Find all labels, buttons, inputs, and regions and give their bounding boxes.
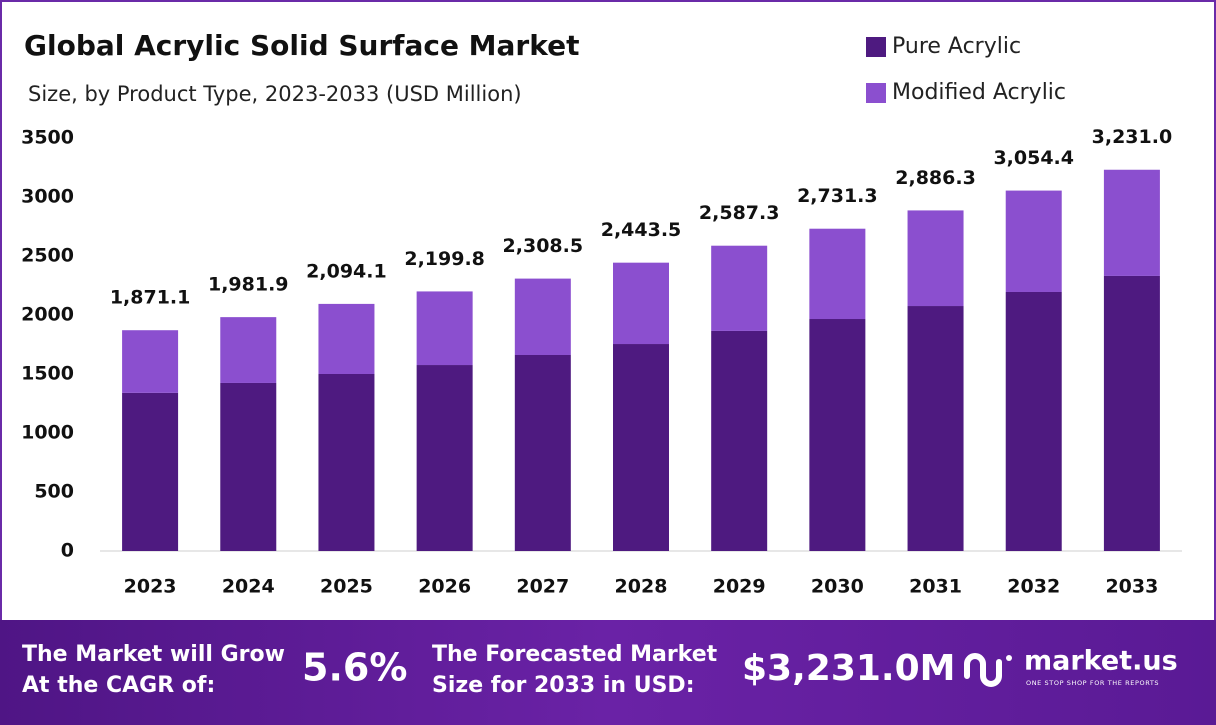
total-label: 2,199.8 xyxy=(404,248,485,270)
footer-band xyxy=(0,620,1216,725)
bar-segment xyxy=(122,330,179,393)
bar-segment xyxy=(514,278,571,356)
x-tick-label: 2027 xyxy=(516,576,569,598)
y-tick-label: 3500 xyxy=(21,127,74,149)
x-tick-label: 2024 xyxy=(222,576,275,598)
chart-title: Global Acrylic Solid Surface Market xyxy=(24,29,580,62)
x-tick-label: 2028 xyxy=(615,576,668,598)
legend-swatch xyxy=(866,37,886,57)
x-tick-label: 2023 xyxy=(124,576,177,598)
bar-segment xyxy=(1103,169,1160,276)
forecast-text: Size for 2033 in USD: xyxy=(432,673,695,698)
total-label: 2,587.3 xyxy=(699,202,780,224)
legend-label: Modified Acrylic xyxy=(892,80,1066,105)
legend-label: Pure Acrylic xyxy=(892,34,1021,59)
total-label: 2,443.5 xyxy=(601,219,682,241)
x-tick-label: 2029 xyxy=(713,576,766,598)
y-tick-label: 1500 xyxy=(21,363,74,385)
total-label: 2,731.3 xyxy=(797,185,878,207)
chart-subtitle: Size, by Product Type, 2023-2033 (USD Mi… xyxy=(28,82,522,106)
brand-name: market.us xyxy=(1024,646,1178,677)
x-tick-label: 2031 xyxy=(909,576,962,598)
total-label: 1,871.1 xyxy=(110,287,191,309)
y-tick-label: 2000 xyxy=(21,304,74,326)
bar-segment xyxy=(220,317,277,383)
total-label: 2,308.5 xyxy=(503,235,584,257)
bar-segment xyxy=(318,303,375,374)
bar-segment xyxy=(613,262,669,345)
forecast-value: $3,231.0M xyxy=(742,648,955,689)
bar-segment xyxy=(416,365,473,551)
legend-swatch xyxy=(866,83,886,103)
total-label: 3,054.4 xyxy=(993,147,1074,169)
forecast-text: The Forecasted Market xyxy=(432,642,718,667)
cagr-text: At the CAGR of: xyxy=(22,673,215,698)
bar-segment xyxy=(613,344,669,551)
bar-segment xyxy=(122,392,179,551)
bar-segment xyxy=(1005,190,1062,292)
y-tick-label: 2500 xyxy=(21,245,74,267)
total-label: 2,886.3 xyxy=(895,167,976,189)
bar-segment xyxy=(1005,291,1062,551)
bar-segment xyxy=(1103,275,1160,551)
x-tick-label: 2026 xyxy=(418,576,471,598)
total-label: 3,231.0 xyxy=(1092,126,1173,148)
brand-logo xyxy=(964,653,1012,687)
bar-segment xyxy=(416,291,473,366)
x-tick-label: 2025 xyxy=(320,576,373,598)
x-tick-label: 2030 xyxy=(811,576,864,598)
bar-segment xyxy=(907,210,964,307)
y-tick-label: 0 xyxy=(61,540,74,562)
y-tick-label: 500 xyxy=(34,481,74,503)
brand-tagline: ONE STOP SHOP FOR THE REPORTS xyxy=(1026,679,1159,687)
x-tick-label: 2033 xyxy=(1105,576,1158,598)
total-label: 1,981.9 xyxy=(208,274,289,296)
cagr-value: 5.6% xyxy=(302,646,407,690)
bar-segment xyxy=(711,245,768,331)
x-tick-label: 2032 xyxy=(1007,576,1060,598)
bar-segment xyxy=(514,355,571,551)
bar-segment xyxy=(809,228,866,320)
bar-segment xyxy=(711,330,768,551)
y-tick-label: 1000 xyxy=(21,422,74,444)
bar-segment xyxy=(809,319,866,551)
cagr-text: The Market will Grow xyxy=(22,642,285,667)
bar-segment xyxy=(907,306,964,551)
bar-segment xyxy=(318,374,375,551)
bar-segment xyxy=(220,382,277,551)
y-tick-label: 3000 xyxy=(21,186,74,208)
total-label: 2,094.1 xyxy=(306,260,387,282)
